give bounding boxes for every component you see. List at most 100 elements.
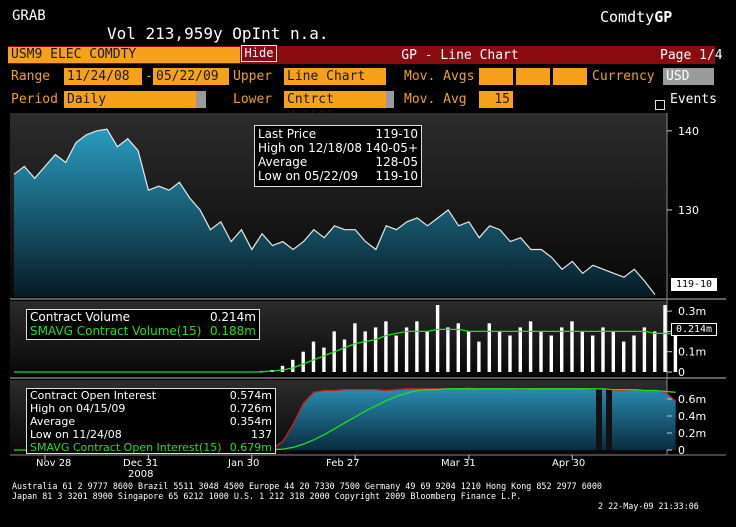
volume-bar	[580, 331, 584, 372]
price-legend-label: Last Price	[258, 127, 317, 141]
volume-bar	[291, 359, 295, 372]
volume-open-interest-line: Vol 213,959y OpInt n.a.	[107, 24, 329, 43]
currency-field[interactable]: USD	[663, 68, 714, 85]
y-tick-label: 0.2m	[678, 427, 706, 440]
volume-bar	[539, 331, 543, 372]
price-legend-value: 119-10	[375, 127, 418, 141]
function-brand: ComdtyGP	[600, 8, 672, 26]
x-axis-year: 2008	[128, 469, 154, 480]
events-label: Events	[670, 92, 717, 107]
volume-bar	[301, 351, 305, 372]
price-legend-row: High on 12/18/08 140-05+	[258, 141, 418, 155]
volume-bar	[425, 331, 429, 372]
page-indicator[interactable]: Page 1/4	[660, 48, 723, 63]
oi-legend-value: 0.574m	[229, 389, 272, 402]
y-tick-label: 0	[678, 366, 685, 379]
oi-legend-label: High on 04/15/09	[30, 402, 126, 415]
x-axis-label: Jan 30	[228, 458, 260, 469]
volume-bar	[560, 327, 564, 372]
y-tick-label: 0.6m	[678, 393, 706, 406]
volume-bar	[384, 321, 388, 372]
footer-contacts-2: Japan 81 3 3201 8900 Singapore 65 6212 1…	[12, 491, 522, 501]
oi-legend-row: High on 04/15/09 0.726m	[30, 402, 272, 415]
period-select[interactable]: Daily	[64, 91, 196, 108]
range-end-field[interactable]: 05/22/09	[153, 68, 229, 85]
range-start-field[interactable]: 11/24/08	[64, 68, 142, 85]
volume-legend-row: Contract Volume 0.214m	[30, 310, 256, 324]
mov-avg-field-2[interactable]	[516, 68, 550, 85]
y-tick-label: 0.4m	[678, 410, 706, 423]
oi-legend-label: SMAVG Contract Open Interest(15)	[30, 441, 222, 454]
price-legend-row: Low on 05/22/09 119-10	[258, 169, 418, 183]
volume-legend-label: Contract Volume	[30, 310, 131, 324]
volume-legend-value: 0.188m	[209, 324, 256, 338]
volume-bar	[663, 305, 667, 372]
upper-chart-select[interactable]: Line Chart	[284, 68, 386, 85]
range-separator: -	[145, 69, 153, 84]
volume-legend-label: SMAVG Contract Volume(15)	[30, 324, 202, 338]
oi-legend-value: 0.679m	[229, 441, 272, 454]
last-price-tag: 119-10	[671, 278, 717, 291]
volume-bar	[611, 331, 615, 372]
y-tick-label: 130	[678, 204, 699, 217]
price-legend: Last Price 119-10 High on 12/18/08 140-05+ A…	[254, 125, 422, 187]
volume-bar	[518, 327, 522, 372]
mov-avg-field-1[interactable]	[479, 68, 513, 85]
price-legend-label: High on 12/18/08	[258, 141, 363, 155]
oi-legend-value: 0.354m	[229, 415, 272, 428]
x-axis-label: Mar 31	[441, 458, 476, 469]
events-checkbox[interactable]	[655, 95, 665, 114]
footer-contacts-1: Australia 61 2 9777 8600 Brazil 5511 304…	[12, 481, 602, 491]
volume-bar	[353, 323, 357, 372]
mov-avg-field-3[interactable]	[553, 68, 587, 85]
oi-legend-label: Contract Open Interest	[30, 389, 157, 402]
volume-bar	[570, 321, 574, 372]
volume-bar	[466, 331, 471, 372]
security-field[interactable]: USM9 ELEC COMDTY	[8, 47, 240, 63]
lower-chart-select[interactable]: Cntrct Vol&OI	[284, 91, 386, 124]
volume-bar	[456, 323, 460, 372]
open-interest-area	[262, 388, 676, 450]
volume-legend: Contract Volume 0.214m SMAVG Contract Volu…	[26, 309, 260, 340]
volume-legend-value: 0.214m	[209, 310, 256, 324]
mov-avg-period-field[interactable]: 15	[479, 91, 513, 108]
price-legend-row: Average 128-05	[258, 155, 418, 169]
period-dropdown-handle[interactable]	[196, 91, 206, 108]
oi-legend-value: 0.726m	[229, 402, 272, 415]
open-interest-sma-line	[14, 388, 676, 451]
price-area	[14, 129, 655, 297]
oi-legend-row: Average 0.354m	[30, 415, 272, 428]
volume-bar	[497, 331, 502, 372]
period-label: Period	[11, 92, 58, 107]
volume-bar	[549, 335, 553, 372]
volume-bar	[591, 335, 595, 372]
price-legend-label: Low on 05/22/09	[258, 169, 359, 183]
mov-avg-label: Mov. Avg	[404, 92, 467, 107]
x-axis-label: Dec 31	[123, 458, 159, 469]
price-line	[13, 128, 656, 295]
x-axis-label: Apr 30	[552, 458, 586, 469]
footer-timestamp: 2 22-May-09 21:33:06	[598, 501, 699, 511]
oi-legend-row: Contract Open Interest 0.574m	[30, 389, 272, 402]
y-tick-label: 140	[678, 125, 699, 138]
oi-legend-row: SMAVG Contract Open Interest(15) 0.679m	[30, 441, 272, 454]
oi-legend-label: Low on 11/24/08	[30, 428, 122, 441]
lower-dropdown-handle[interactable]	[386, 91, 394, 108]
volume-bar	[342, 339, 347, 372]
oi-legend: Contract Open Interest 0.574m High on 04/1…	[26, 388, 276, 454]
y-tick-label: 0.3m	[678, 305, 706, 318]
open-interest-gap	[596, 388, 602, 450]
open-interest-gap	[606, 388, 612, 450]
last-volume-tag: 0.214m	[671, 323, 717, 336]
brand-prefix: Comdty	[600, 8, 655, 26]
volume-bar	[632, 335, 636, 372]
x-axis-label: Feb 27	[326, 458, 360, 469]
price-legend-label: Average	[258, 155, 308, 169]
volume-bar	[373, 327, 378, 372]
volume-bar	[653, 331, 657, 372]
oi-legend-value: 137	[251, 428, 272, 441]
y-tick-label: 0.1m	[678, 346, 706, 359]
hide-button[interactable]: Hide	[241, 45, 277, 62]
volume-bar	[394, 335, 398, 372]
